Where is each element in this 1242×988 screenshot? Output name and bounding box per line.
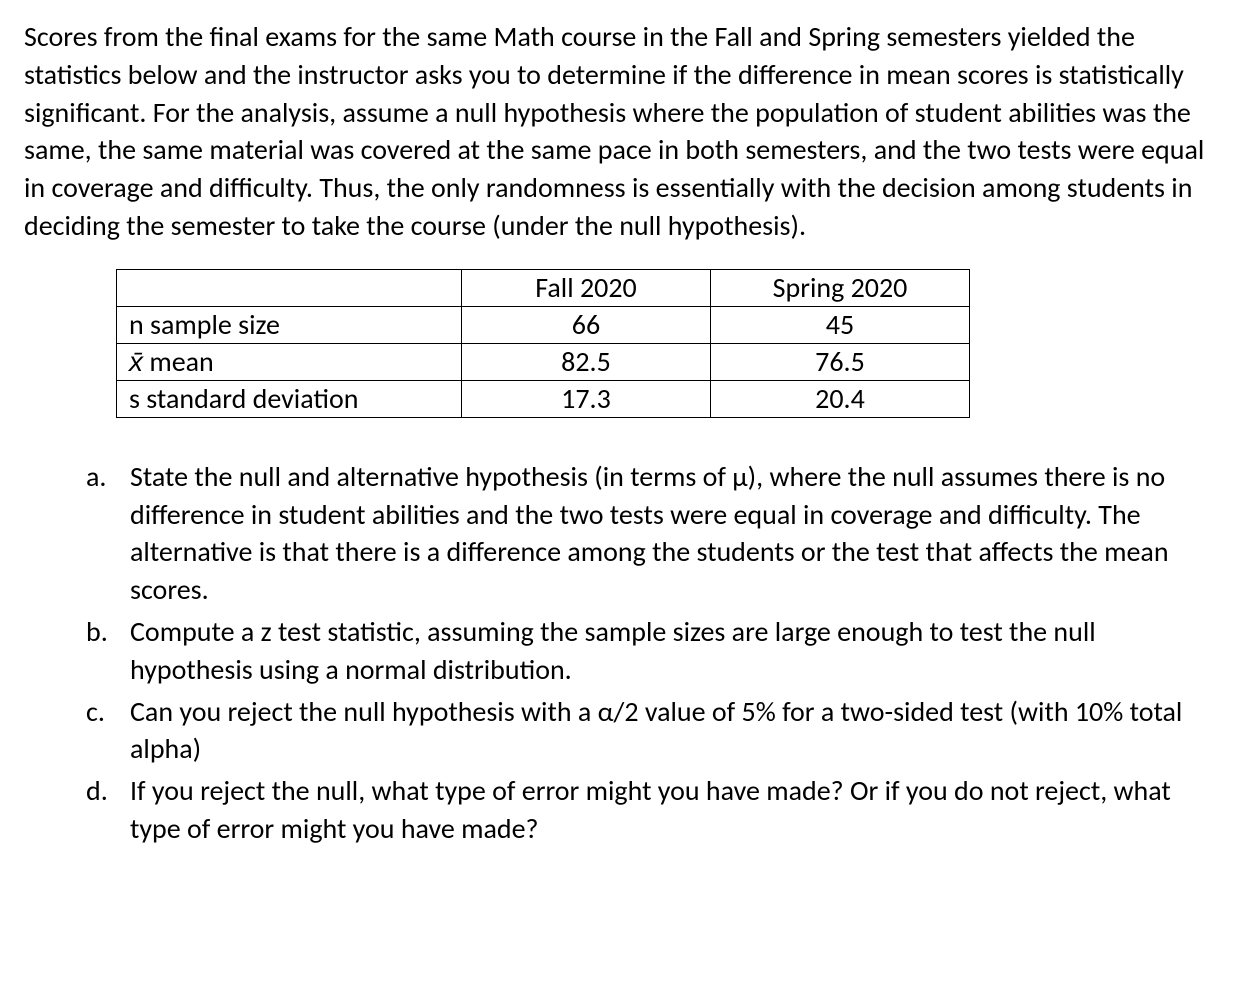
marker-b: b. [86, 613, 108, 651]
table-row: s standard deviation 17.3 20.4 [117, 380, 970, 417]
stats-table: Fall 2020 Spring 2020 n sample size 66 4… [116, 269, 970, 418]
table-row: x̄ mean 82.5 76.5 [117, 343, 970, 380]
question-b-text: Compute a z test statistic, assuming the… [130, 614, 1096, 687]
question-a-text: State the null and alternative hypothesi… [130, 459, 1169, 607]
question-a: a. State the null and alternative hypoth… [86, 458, 1224, 609]
problem-intro: Scores from the final exams for the same… [24, 18, 1224, 245]
row-label-sd: s standard deviation [117, 380, 462, 417]
header-blank [117, 269, 462, 306]
question-d: d. If you reject the null, what type of … [86, 772, 1224, 848]
cell-mean-spring: 76.5 [711, 343, 970, 380]
question-d-text: If you reject the null, what type of err… [130, 773, 1171, 846]
marker-d: d. [86, 772, 108, 810]
cell-n-spring: 45 [711, 306, 970, 343]
row-label-mean: x̄ mean [117, 343, 462, 380]
question-c: c. Can you reject the null hypothesis wi… [86, 693, 1224, 769]
row-label-n: n sample size [117, 306, 462, 343]
header-fall: Fall 2020 [462, 269, 711, 306]
table-row: n sample size 66 45 [117, 306, 970, 343]
question-b: b. Compute a z test statistic, assuming … [86, 613, 1224, 689]
table-header-row: Fall 2020 Spring 2020 [117, 269, 970, 306]
marker-a: a. [86, 458, 106, 496]
cell-mean-fall: 82.5 [462, 343, 711, 380]
cell-n-fall: 66 [462, 306, 711, 343]
cell-sd-spring: 20.4 [711, 380, 970, 417]
stats-table-wrap: Fall 2020 Spring 2020 n sample size 66 4… [24, 269, 1224, 418]
header-spring: Spring 2020 [711, 269, 970, 306]
question-c-text: Can you reject the null hypothesis with … [130, 694, 1182, 767]
question-list: a. State the null and alternative hypoth… [24, 458, 1224, 848]
cell-sd-fall: 17.3 [462, 380, 711, 417]
marker-c: c. [86, 693, 105, 731]
